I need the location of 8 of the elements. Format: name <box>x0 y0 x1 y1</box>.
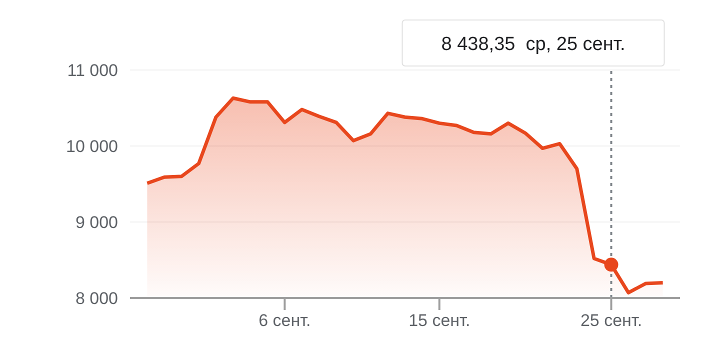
y-tick-label: 9 000 <box>75 213 118 232</box>
x-tick-label: 6 сент. <box>258 311 311 330</box>
x-tick-label: 25 сент. <box>580 311 642 330</box>
text: 8 438,35 ср, 25 сент. <box>441 34 626 55</box>
y-tick-label: 10 000 <box>66 137 118 156</box>
y-tick-label: 11 000 <box>67 61 118 80</box>
y-tick-label: 8 000 <box>75 289 118 308</box>
x-tick-label: 15 сент. <box>408 311 470 330</box>
